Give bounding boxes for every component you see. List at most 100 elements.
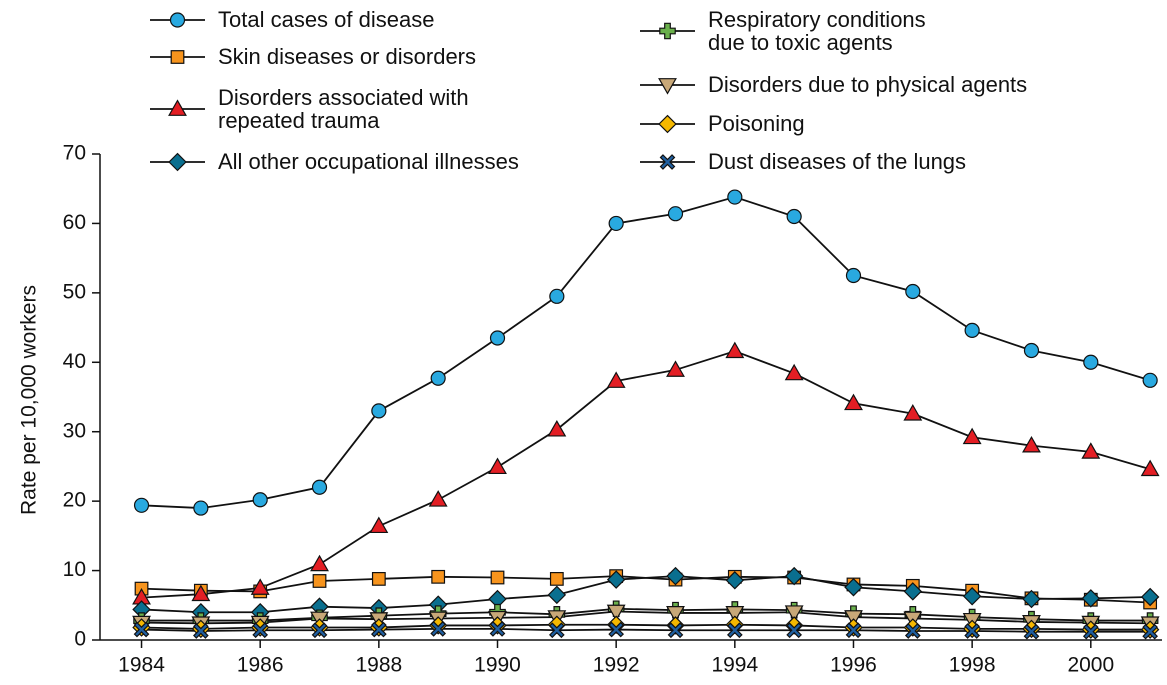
marker: [311, 479, 328, 495]
y-tick-label: 40: [63, 350, 86, 373]
marker: [1023, 342, 1040, 359]
marker: [1022, 589, 1041, 609]
y-tick-label: 60: [63, 211, 86, 234]
series-line: [141, 627, 1151, 633]
x-tick-label: 1998: [949, 654, 996, 677]
series-line: [141, 575, 1151, 614]
marker: [666, 616, 685, 635]
marker: [310, 554, 329, 572]
marker: [252, 492, 268, 508]
x-tick-label: 2000: [1067, 654, 1114, 677]
legend-label: All other occupational illnesses: [218, 149, 519, 174]
y-tick-label: 10: [63, 558, 86, 581]
marker: [1081, 589, 1101, 608]
marker: [133, 497, 150, 513]
marker: [428, 490, 448, 507]
marker: [430, 370, 446, 386]
marker: [608, 215, 624, 232]
marker: [312, 574, 327, 588]
marker: [170, 50, 185, 64]
marker: [964, 623, 980, 639]
marker: [1081, 442, 1101, 459]
x-tick-label: 1996: [830, 654, 877, 677]
marker: [844, 577, 863, 597]
marker: [784, 363, 804, 381]
marker: [549, 572, 564, 586]
x-tick-label: 1984: [118, 654, 165, 677]
x-tick-label: 1992: [593, 654, 640, 677]
marker: [608, 621, 625, 638]
marker: [844, 610, 863, 627]
marker: [311, 622, 328, 639]
marker: [489, 621, 506, 637]
marker: [371, 403, 387, 419]
marker: [1023, 623, 1040, 640]
marker: [659, 22, 676, 40]
marker: [1083, 354, 1099, 370]
marker: [606, 615, 626, 634]
legend-label: Dust diseases of the lungs: [708, 149, 967, 174]
marker: [490, 570, 505, 585]
marker: [1140, 459, 1160, 477]
marker: [169, 12, 186, 28]
x-tick-label: 1994: [711, 654, 758, 677]
x-tick-label: 1988: [355, 654, 402, 677]
marker: [606, 570, 626, 589]
legend-label: Poisoning: [708, 111, 805, 136]
x-tick-label: 1986: [237, 654, 284, 677]
marker: [431, 569, 446, 584]
legend-label: Disorders due to physical agents: [708, 72, 1028, 97]
x-tick-label: 1990: [474, 654, 521, 677]
marker: [547, 420, 567, 437]
marker: [844, 393, 863, 411]
series-line: [141, 607, 1151, 622]
marker: [1142, 623, 1158, 640]
marker: [903, 582, 923, 601]
series-line: [141, 610, 1151, 625]
y-tick-label: 50: [63, 280, 86, 303]
marker: [1140, 587, 1160, 607]
marker: [658, 78, 677, 95]
series-line: [141, 623, 1151, 631]
y-axis-label: Rate per 10,000 workers: [18, 285, 41, 515]
y-tick-label: 70: [63, 142, 86, 165]
marker: [725, 606, 745, 623]
marker: [725, 571, 745, 590]
legend-label: Total cases of disease: [218, 7, 435, 32]
marker: [666, 566, 685, 586]
marker: [786, 208, 802, 225]
marker: [905, 283, 921, 300]
marker: [658, 114, 677, 134]
marker: [845, 622, 862, 639]
marker: [845, 267, 862, 284]
legend-label: Disorders associated with repeated traum…: [218, 85, 469, 133]
marker: [606, 371, 626, 388]
marker: [784, 616, 804, 635]
marker: [964, 322, 980, 338]
marker: [1082, 623, 1099, 640]
y-tick-label: 0: [74, 628, 86, 651]
marker: [369, 516, 389, 534]
marker: [726, 622, 743, 639]
y-tick-label: 30: [63, 419, 86, 442]
series-line: [141, 350, 1151, 599]
marker: [168, 152, 187, 172]
marker: [1142, 372, 1158, 388]
marker: [168, 99, 187, 116]
marker: [667, 206, 684, 222]
marker: [666, 606, 685, 623]
marker: [548, 622, 565, 639]
marker: [606, 604, 626, 622]
marker: [430, 621, 447, 637]
marker: [371, 621, 387, 638]
legend-label: Skin diseases or disorders: [218, 44, 477, 69]
marker: [725, 341, 745, 359]
marker: [252, 622, 269, 639]
marker: [1022, 435, 1041, 453]
marker: [962, 587, 982, 606]
marker: [727, 189, 743, 205]
marker: [786, 622, 803, 639]
y-tick-label: 20: [63, 489, 86, 512]
marker: [488, 457, 507, 475]
